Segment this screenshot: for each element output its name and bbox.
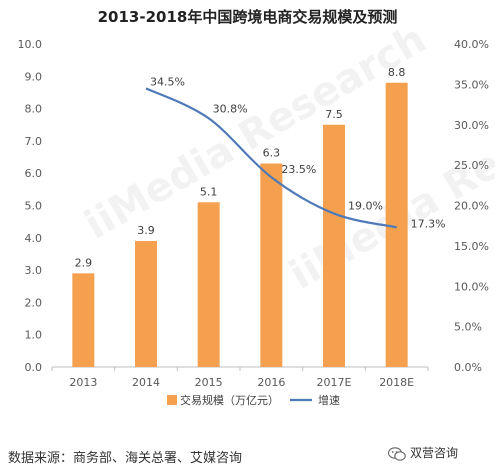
- y-left-tick-label: 6.0: [25, 167, 43, 180]
- bar: [260, 163, 283, 367]
- line-data-label: 17.3%: [411, 217, 446, 230]
- y-right-tick-label: 20.0%: [454, 200, 489, 213]
- y-left-tick-label: 7.0: [25, 135, 43, 148]
- y-left-tick-label: 1.0: [25, 329, 43, 342]
- y-left-tick-label: 8.0: [25, 103, 43, 116]
- data-source-note: 数据来源：商务部、海关总署、艾媒咨询: [8, 451, 243, 466]
- x-tick-label: 2018E: [379, 376, 414, 389]
- x-tick-label: 2014: [132, 376, 160, 389]
- wechat-icon: [387, 446, 406, 461]
- line-data-label: 30.8%: [213, 102, 248, 115]
- bar-data-label: 3.9: [137, 224, 155, 237]
- y-left-tick-label: 3.0: [25, 264, 43, 277]
- y-right-tick-label: 0.0%: [454, 361, 482, 374]
- y-left-tick-label: 5.0: [25, 200, 43, 213]
- line-data-label: 34.5%: [150, 75, 185, 88]
- legend-line-label: 增速: [318, 393, 340, 407]
- line-data-label: 19.0%: [348, 200, 383, 213]
- y-right-tick-label: 25.0%: [454, 159, 489, 172]
- bar-data-label: 2.9: [75, 256, 93, 269]
- x-tick-label: 2017E: [317, 376, 352, 389]
- bar-data-label: 7.5: [325, 108, 343, 121]
- bar: [323, 124, 345, 367]
- y-left-tick-label: 0.0: [25, 361, 43, 374]
- y-right-tick-label: 40.0%: [454, 38, 489, 51]
- y-left-tick-label: 4.0: [25, 232, 43, 245]
- y-right-tick-label: 30.0%: [454, 119, 489, 132]
- legend-bar-label: 交易规模（万亿元）: [180, 393, 279, 407]
- line-data-label: 23.5%: [281, 163, 316, 176]
- bar: [72, 273, 95, 367]
- brand-name: 双营咨询: [410, 446, 459, 460]
- bar: [197, 202, 220, 367]
- chart-title: 2013-2018年中国跨境电商交易规模及预测: [97, 8, 398, 26]
- y-left-tick-label: 10.0: [18, 38, 43, 51]
- y-right-tick-label: 5.0%: [454, 321, 482, 334]
- x-tick-label: 2013: [69, 376, 97, 389]
- y-right-tick-label: 10.0%: [454, 280, 489, 293]
- growth-line: [145, 87, 397, 229]
- y-left-tick-label: 9.0: [25, 70, 43, 83]
- bar-data-label: 6.3: [263, 147, 281, 160]
- y-left-tick-label: 2.0: [25, 296, 43, 309]
- x-tick-label: 2015: [195, 376, 223, 389]
- y-right-tick-label: 15.0%: [454, 240, 489, 253]
- bar-data-label: 5.1: [200, 185, 218, 198]
- bar: [385, 82, 408, 367]
- bar: [135, 241, 157, 367]
- bar-data-label: 8.8: [388, 66, 406, 79]
- legend-bar-swatch: [167, 395, 177, 405]
- y-right-tick-label: 35.0%: [454, 78, 489, 91]
- x-tick-label: 2016: [257, 376, 285, 389]
- brand-badge: 双营咨询: [387, 444, 459, 461]
